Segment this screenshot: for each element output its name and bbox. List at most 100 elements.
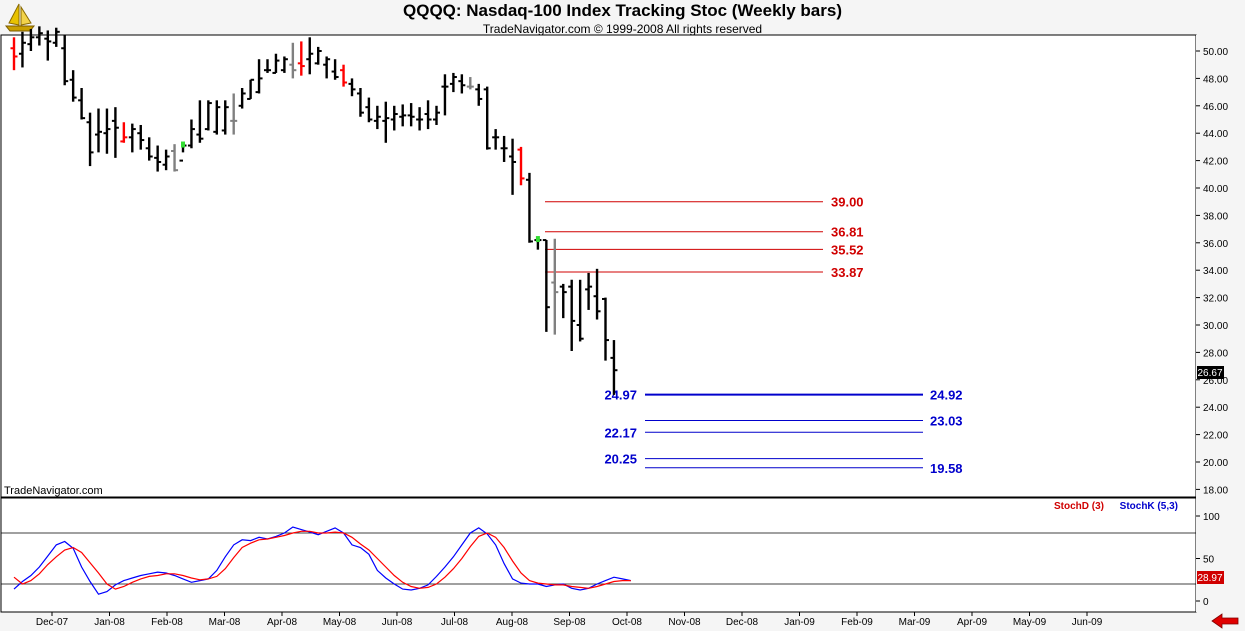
time-tick-label: Feb-08	[151, 617, 183, 628]
price-bar	[154, 145, 162, 172]
time-tick-label: Mar-08	[209, 617, 241, 628]
price-bar	[297, 41, 305, 76]
price-bar	[61, 34, 69, 86]
support-label-right: 19.58	[930, 461, 963, 476]
price-bar	[483, 86, 491, 150]
price-bar	[475, 83, 483, 106]
price-bar	[18, 31, 26, 68]
price-panel	[0, 34, 1197, 498]
resistance-label: 36.81	[831, 225, 864, 240]
price-bar	[145, 137, 153, 161]
price-bar	[27, 29, 35, 51]
price-tick-label: 20.00	[1203, 458, 1228, 469]
price-bar	[416, 107, 424, 131]
resistance-label: 39.00	[831, 195, 864, 210]
support-label-right: 23.03	[930, 413, 963, 428]
y-axis-area	[1196, 35, 1244, 612]
price-bar	[95, 108, 102, 153]
time-tick-label: Aug-08	[496, 617, 529, 628]
price-tick-label: 18.00	[1203, 485, 1228, 496]
price-bar	[365, 97, 373, 123]
last-stoch-badge	[1197, 571, 1224, 584]
price-bar	[221, 100, 229, 135]
price-bar	[382, 101, 390, 143]
price-bar	[602, 297, 609, 361]
price-tick-label: 34.00	[1203, 266, 1228, 277]
watermark-text: TradeNavigator.com	[4, 485, 103, 497]
price-bar	[120, 122, 128, 143]
price-bar	[399, 104, 407, 127]
support-label-right: 24.92	[930, 388, 963, 403]
price-bar	[610, 340, 618, 395]
price-bar	[585, 272, 593, 310]
time-tick-label: May-09	[1013, 617, 1047, 628]
time-tick-label: May-08	[323, 617, 357, 628]
price-tick-label: 30.00	[1203, 321, 1228, 332]
time-tick-label: Oct-08	[612, 617, 642, 628]
price-bar	[204, 100, 212, 131]
price-bar	[348, 78, 356, 97]
price-bar	[424, 100, 432, 130]
price-bar	[390, 105, 398, 131]
price-bar	[247, 78, 255, 100]
price-bar	[525, 172, 533, 243]
support-label-left: 20.25	[604, 452, 637, 467]
last-price-value: 26.67	[1197, 368, 1222, 379]
price-tick-label: 48.00	[1203, 74, 1228, 85]
price-bar	[373, 105, 381, 130]
time-tick-label: Nov-08	[668, 617, 701, 628]
time-tick-label: Sep-08	[553, 617, 586, 628]
price-tick-label: 28.00	[1203, 348, 1228, 359]
time-axis: Dec-07 Jan-08 Feb-08 Mar-08 Apr-08 May-08 Jun-…	[36, 612, 1103, 628]
signal-marker	[181, 141, 185, 148]
price-bar	[280, 56, 288, 73]
price-bar	[238, 87, 246, 109]
signal-marker	[535, 236, 540, 243]
resistance-label: 33.87	[831, 265, 864, 280]
price-tick-label: 50.00	[1203, 47, 1228, 58]
price-bar	[323, 56, 331, 79]
gold-sailboat-logo-icon[interactable]	[4, 3, 36, 32]
price-bar	[264, 59, 271, 73]
price-bar	[171, 144, 179, 172]
red-back-arrow-icon[interactable]	[1211, 613, 1239, 629]
price-bar	[137, 124, 145, 150]
price-bar	[509, 138, 517, 195]
price-bar	[128, 123, 136, 153]
stochastic-lines	[13, 526, 631, 595]
stoch-tick-label: 0	[1203, 597, 1209, 608]
price-bar	[196, 100, 204, 143]
price-bar	[306, 37, 314, 75]
stochastic-panel	[0, 497, 1197, 613]
price-bar	[162, 149, 170, 171]
price-tick-label: 40.00	[1203, 184, 1228, 195]
time-tick-label: Jul-08	[441, 617, 469, 628]
price-bar	[593, 268, 601, 320]
legend-stochk: StochK (5,3)	[1120, 501, 1178, 512]
time-tick-label: Feb-09	[841, 617, 873, 628]
price-bar	[44, 30, 52, 61]
price-bar	[230, 93, 238, 135]
price-tick-label: 24.00	[1203, 403, 1228, 414]
price-bar	[255, 59, 263, 94]
price-bar	[86, 112, 94, 167]
price-bar	[500, 135, 508, 162]
price-bar	[517, 146, 525, 186]
price-bar	[69, 70, 77, 102]
time-tick-label: Apr-09	[957, 617, 987, 628]
legend-stochd: StochD (3)	[1054, 501, 1104, 512]
time-tick-label: Dec-08	[726, 617, 759, 628]
price-bar	[213, 100, 221, 135]
stoch-tick-label: 50	[1203, 555, 1215, 566]
price-bar	[35, 26, 43, 46]
price-tick-label: 44.00	[1203, 129, 1228, 140]
price-bar	[331, 59, 339, 80]
chart-title: QQQQ: Nasdaq-100 Index Tracking Stoc (We…	[403, 1, 842, 20]
price-tick-label: 22.00	[1203, 431, 1228, 442]
price-bar	[542, 239, 550, 332]
price-bar	[551, 238, 559, 335]
price-bar	[111, 107, 119, 158]
price-tick-label: 32.00	[1203, 294, 1228, 305]
